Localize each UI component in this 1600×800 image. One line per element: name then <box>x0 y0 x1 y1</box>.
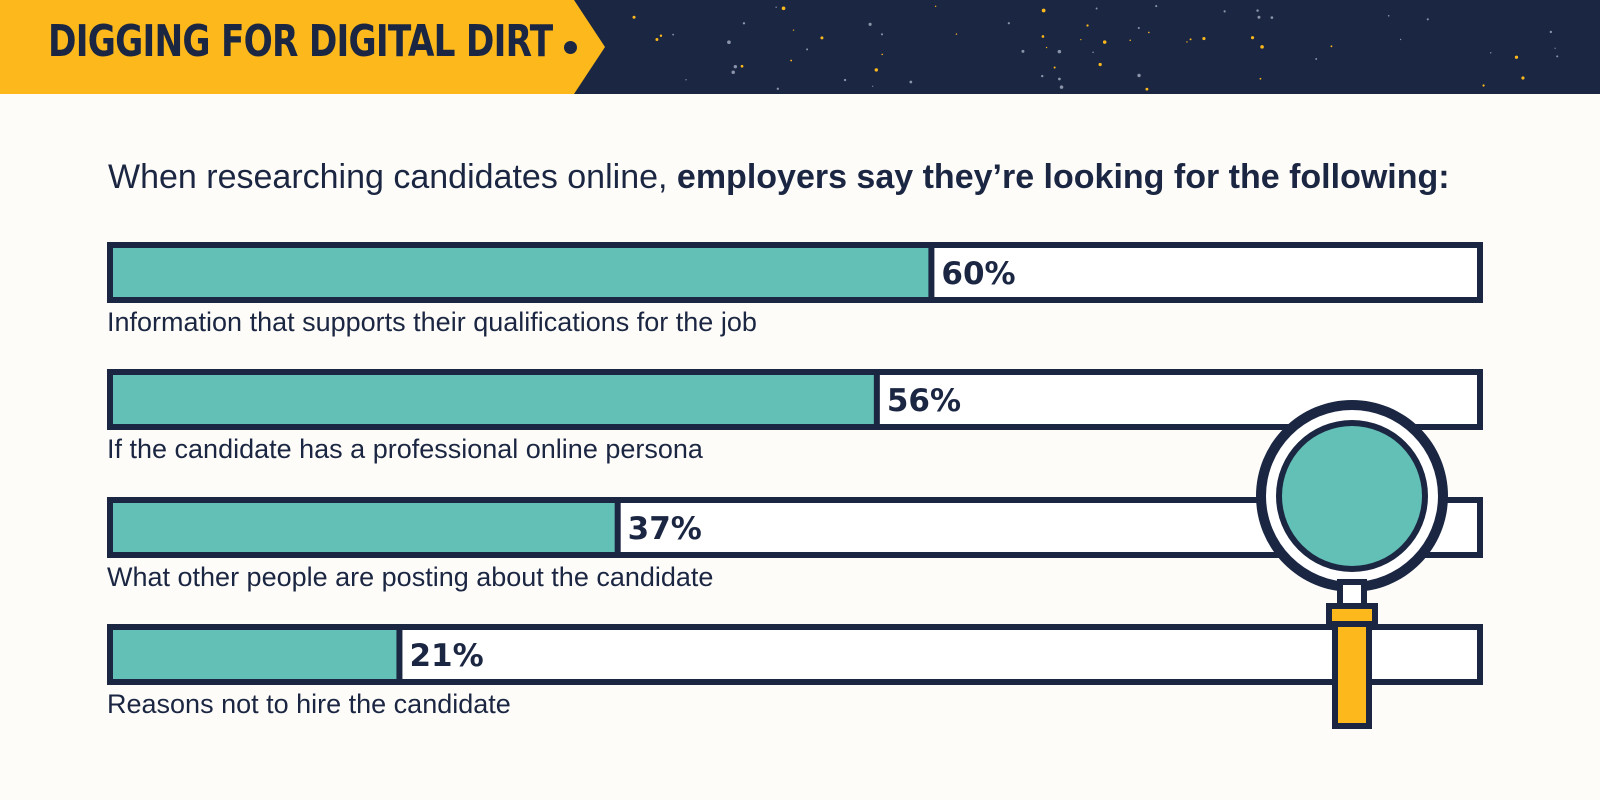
speckle <box>775 6 777 8</box>
speckle <box>1256 9 1259 12</box>
speckle <box>1514 55 1519 59</box>
speckle <box>733 64 738 69</box>
speckle <box>781 6 786 11</box>
speckle <box>1137 26 1140 30</box>
speckle <box>880 33 883 36</box>
speckle <box>1399 38 1402 41</box>
chart-subtitle: When researching candidates online, empl… <box>108 158 1450 197</box>
subtitle-bold: employers say they’re looking for the fo… <box>676 158 1450 196</box>
speckle <box>1490 52 1492 54</box>
speckle <box>1086 24 1089 27</box>
speckle <box>731 70 735 74</box>
speckle <box>655 37 659 41</box>
speckle <box>868 22 872 26</box>
speckle <box>740 64 744 68</box>
speckle <box>934 5 937 8</box>
bar-fill <box>113 503 618 552</box>
speckle <box>1250 36 1255 40</box>
value-label: 37% <box>628 511 702 547</box>
value-label: 21% <box>409 638 483 674</box>
speckle <box>881 53 883 56</box>
speckle <box>1202 36 1206 41</box>
header-banner: DIGGING FOR DIGITAL DIRT <box>0 0 1600 94</box>
speckle <box>1260 45 1264 49</box>
speckle <box>820 36 824 40</box>
speckle <box>955 33 958 35</box>
speckle <box>872 85 874 87</box>
speckle <box>1223 10 1226 13</box>
category-label: Information that supports their qualific… <box>107 307 757 337</box>
speckle <box>1148 31 1150 34</box>
speckle <box>1556 55 1559 58</box>
speckle <box>632 15 636 19</box>
speckle <box>806 48 809 51</box>
speckle <box>672 33 675 36</box>
page-title: DIGGING FOR DIGITAL DIRT <box>48 16 553 67</box>
category-label: What other people are posting about the … <box>107 562 713 592</box>
speckle <box>1080 39 1082 41</box>
speckle <box>1045 46 1048 49</box>
speckle <box>1330 45 1333 48</box>
speckle <box>1155 5 1158 8</box>
speckle <box>1059 85 1064 89</box>
value-label: 60% <box>941 256 1015 292</box>
speckle <box>1426 18 1429 21</box>
category-label: Reasons not to hire the candidate <box>107 689 511 719</box>
speckle <box>1041 74 1044 78</box>
speckle <box>1482 84 1485 87</box>
speckle <box>742 22 746 25</box>
speckle <box>1098 62 1102 67</box>
bar-fill <box>113 248 932 297</box>
bar-fill <box>113 630 400 679</box>
speckle <box>1129 39 1131 42</box>
speckle <box>1257 15 1261 19</box>
speckle <box>843 78 847 82</box>
speckle <box>1270 16 1274 19</box>
speckle <box>727 40 731 45</box>
speckle <box>1315 58 1318 60</box>
banner-tab: DIGGING FOR DIGITAL DIRT <box>0 0 605 94</box>
bar-fill <box>113 375 877 424</box>
speckle <box>1095 7 1098 10</box>
speckle <box>685 79 687 81</box>
speckle <box>1041 35 1045 38</box>
speckle <box>1521 76 1525 80</box>
subtitle-light: When researching candidates online, <box>108 158 677 196</box>
speckle <box>1554 47 1556 49</box>
magnifying-glass-icon <box>1256 400 1448 729</box>
speckle <box>1021 49 1025 53</box>
speckle <box>909 80 913 84</box>
speckle <box>1058 77 1061 81</box>
speckle <box>1549 30 1553 34</box>
speckle <box>1137 73 1141 78</box>
category-label: If the candidate has a professional onli… <box>107 434 704 464</box>
speckle <box>792 29 795 31</box>
speckle <box>874 68 879 72</box>
speckle <box>1145 87 1149 91</box>
speckle <box>790 59 793 62</box>
speckle <box>659 34 663 37</box>
speckle <box>1007 22 1010 25</box>
speckle <box>1041 8 1046 13</box>
bullet-dot <box>564 41 577 54</box>
speckle <box>1057 49 1062 54</box>
speckle <box>776 87 780 90</box>
speckle <box>1092 51 1094 53</box>
speckle <box>1053 66 1056 69</box>
speckle <box>1189 38 1192 41</box>
value-label: 56% <box>887 383 961 419</box>
speckle <box>1186 41 1188 43</box>
speckle <box>1259 77 1262 80</box>
speckle-texture <box>632 5 1559 91</box>
speckle <box>1387 14 1390 17</box>
speckle <box>1102 40 1107 44</box>
